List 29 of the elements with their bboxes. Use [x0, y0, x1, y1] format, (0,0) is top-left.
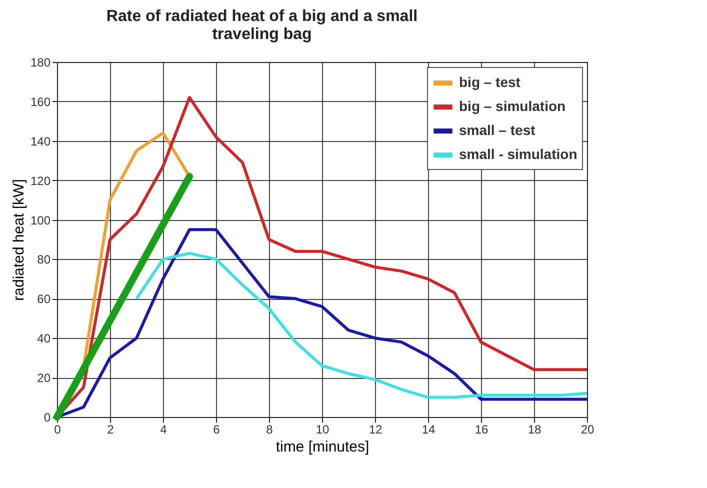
- legend-label: small – test: [459, 122, 536, 138]
- x-tick-label: 16: [474, 422, 488, 436]
- legend-label: big – simulation: [459, 98, 566, 114]
- x-tick-label: 14: [422, 422, 436, 436]
- x-tick-label: 12: [368, 422, 382, 436]
- y-tick-label: 100: [30, 213, 51, 228]
- y-tick-label: 20: [37, 371, 51, 386]
- legend-label: big – test: [459, 74, 521, 90]
- y-tick-label: 40: [37, 332, 51, 346]
- x-tick-label: 4: [160, 422, 168, 436]
- y-tick-label: 180: [30, 56, 51, 70]
- y-tick-label: 160: [30, 94, 51, 109]
- x-tick-label: 6: [213, 422, 220, 436]
- y-tick-label: 0: [44, 410, 51, 424]
- x-tick-label: 18: [528, 422, 542, 436]
- y-tick-label: 80: [37, 252, 51, 267]
- x-axis-title: time [minutes]: [276, 438, 370, 456]
- legend-label: small - simulation: [459, 146, 578, 162]
- y-axis-title: radiated heat [kW]: [10, 179, 28, 301]
- x-tick-label: 20: [580, 422, 594, 436]
- y-tick-label: 120: [30, 174, 51, 188]
- x-tick-label: 0: [54, 422, 62, 436]
- x-tick-label: 8: [266, 422, 274, 436]
- chart-title: Rate of radiated heat of a big and a small traveling bag: [106, 8, 418, 43]
- x-tick-label: 2: [107, 422, 114, 436]
- y-tick-label: 140: [30, 134, 51, 148]
- y-tick-label: 60: [37, 292, 51, 306]
- x-tick-label: 10: [316, 422, 330, 436]
- line-series: [135, 252, 588, 399]
